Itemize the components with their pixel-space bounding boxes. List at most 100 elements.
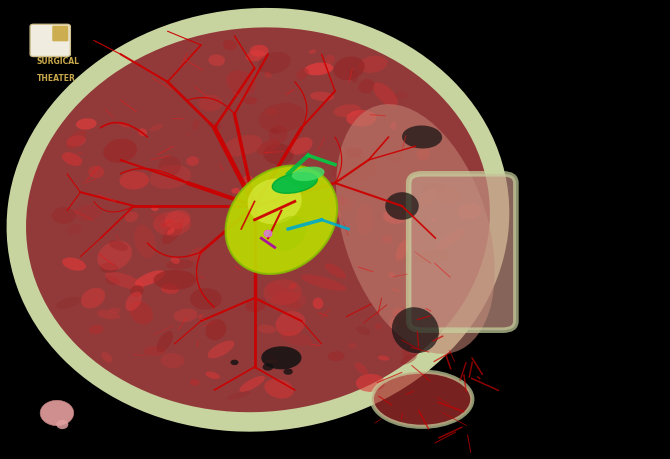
Ellipse shape [153,270,196,290]
Ellipse shape [130,285,143,297]
Ellipse shape [269,292,306,313]
Ellipse shape [188,247,204,262]
Ellipse shape [100,263,118,273]
Ellipse shape [270,216,306,252]
Ellipse shape [283,369,293,375]
Ellipse shape [264,231,272,238]
Ellipse shape [186,157,199,167]
Ellipse shape [304,63,333,76]
Ellipse shape [417,147,430,161]
Ellipse shape [223,40,237,51]
Ellipse shape [199,95,222,112]
Ellipse shape [105,276,119,285]
Ellipse shape [358,56,387,74]
Ellipse shape [263,144,294,165]
Ellipse shape [157,331,173,353]
Ellipse shape [388,153,404,163]
Ellipse shape [372,372,472,427]
Ellipse shape [119,123,130,128]
Ellipse shape [331,196,346,207]
Ellipse shape [151,206,158,212]
Ellipse shape [382,236,393,244]
Ellipse shape [67,224,82,235]
Ellipse shape [109,308,121,313]
Ellipse shape [245,194,281,215]
Ellipse shape [125,212,138,223]
Ellipse shape [76,119,96,130]
Ellipse shape [160,219,178,231]
Ellipse shape [272,174,318,194]
Ellipse shape [334,105,361,118]
Ellipse shape [358,80,375,94]
Ellipse shape [62,153,82,167]
Ellipse shape [292,167,324,182]
Ellipse shape [246,206,255,219]
Ellipse shape [301,275,346,291]
Ellipse shape [206,372,220,379]
Ellipse shape [206,319,226,341]
Ellipse shape [312,181,328,191]
Ellipse shape [346,111,377,127]
Ellipse shape [266,109,278,117]
Ellipse shape [261,347,302,369]
Ellipse shape [349,70,358,84]
Ellipse shape [119,172,149,190]
Ellipse shape [125,292,142,311]
Ellipse shape [40,400,74,426]
Ellipse shape [310,92,334,102]
Ellipse shape [74,205,102,222]
Ellipse shape [248,179,302,225]
Ellipse shape [385,193,419,220]
Ellipse shape [138,129,147,137]
Ellipse shape [419,190,437,207]
Ellipse shape [392,308,439,353]
Ellipse shape [437,229,465,251]
Ellipse shape [296,69,309,80]
Ellipse shape [430,218,437,223]
Ellipse shape [226,166,337,274]
Ellipse shape [432,186,462,204]
Ellipse shape [280,331,312,346]
Ellipse shape [457,204,481,220]
Ellipse shape [149,166,191,190]
Ellipse shape [109,241,128,252]
Ellipse shape [239,376,265,392]
Ellipse shape [355,363,368,375]
Ellipse shape [396,241,409,261]
Ellipse shape [162,222,182,245]
Ellipse shape [250,46,269,57]
Ellipse shape [56,420,68,429]
Ellipse shape [243,97,257,106]
Ellipse shape [265,359,278,364]
Ellipse shape [129,301,153,325]
Ellipse shape [167,229,175,235]
Ellipse shape [165,211,190,230]
Ellipse shape [289,283,297,290]
Ellipse shape [231,189,240,194]
Ellipse shape [344,148,363,158]
Ellipse shape [334,57,364,81]
Ellipse shape [329,208,341,219]
Ellipse shape [258,53,291,75]
Ellipse shape [158,157,181,178]
Ellipse shape [165,260,194,270]
Ellipse shape [208,123,220,130]
Ellipse shape [134,225,156,259]
Ellipse shape [364,215,371,218]
FancyBboxPatch shape [52,27,68,42]
Ellipse shape [356,374,385,392]
Ellipse shape [246,51,265,62]
Ellipse shape [400,354,417,365]
Ellipse shape [395,92,408,101]
Ellipse shape [228,246,241,256]
Ellipse shape [101,353,113,363]
Ellipse shape [52,207,76,224]
Ellipse shape [161,353,184,368]
Ellipse shape [135,271,165,287]
Ellipse shape [375,323,382,330]
Ellipse shape [332,157,378,184]
Ellipse shape [292,166,305,176]
Ellipse shape [263,364,273,371]
Ellipse shape [385,201,393,206]
Ellipse shape [161,284,179,294]
